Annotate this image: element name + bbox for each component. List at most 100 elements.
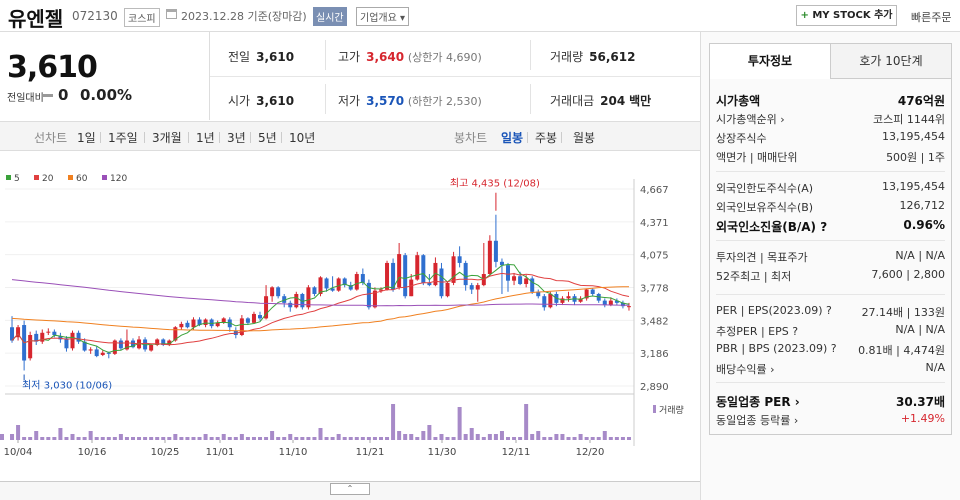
chart-bottom-bar: ⌃ (0, 481, 700, 500)
period-1y[interactable]: 1년 (196, 131, 215, 145)
volume-bar (409, 434, 414, 440)
volume-bar (258, 437, 263, 440)
candle-body (197, 319, 202, 326)
collapse-handle[interactable]: ⌃ (330, 483, 370, 495)
company-overview-dropdown[interactable]: 기업개요 ▾ (356, 7, 409, 26)
volume-bar (566, 437, 571, 440)
candle-body (46, 331, 51, 333)
candle-body (378, 289, 383, 291)
candle-body (348, 285, 353, 290)
quick-order-link[interactable]: 빠른주문 (911, 11, 952, 24)
candle-weekly[interactable]: 주봉 (535, 131, 558, 145)
volume-bar (88, 431, 93, 440)
candle-body (203, 319, 208, 326)
panel-tabs: 투자정보 호가 10단계 (710, 44, 951, 79)
volume-bar (58, 428, 63, 440)
x-tick-label: 11/10 (279, 447, 308, 458)
info-row-label: 동일업종 등락률 › (716, 414, 799, 427)
volume-bar (233, 437, 238, 440)
volume-bar (590, 437, 595, 440)
tab-orderbook[interactable]: 호가 10단계 (830, 44, 951, 79)
candle-body (415, 255, 420, 280)
info-row-value: 13,195,454 (882, 130, 945, 143)
candle-daily[interactable]: 일봉 (501, 131, 524, 145)
price-chart[interactable]: 5 20 60 120 4,667 4,371 4,075 3,778 3,482 3,186 2,… (0, 151, 700, 481)
candle-body (94, 349, 99, 357)
volume-bar (445, 437, 450, 440)
candle-chart-label: 봉차트 (454, 131, 488, 145)
volume-legend-swatch (653, 405, 656, 413)
candle-body (34, 333, 39, 342)
max-price-label: 최고 4,435 (12/08) (450, 178, 540, 190)
candle-body (82, 341, 87, 351)
volume-bar (185, 437, 190, 440)
period-3m[interactable]: 3개월 (152, 131, 182, 145)
info-row-label: 투자의견 | 목표주가 (716, 251, 808, 264)
volume-bar (34, 431, 39, 440)
period-1w[interactable]: 1주일 (108, 131, 138, 145)
volume-bar (52, 437, 57, 440)
info-row-label: PER | EPS(2023.09) ? (716, 304, 832, 317)
change-percent: 0.00% (80, 86, 133, 104)
info-row: PER | EPS(2023.09) ? 27.14배 | 133원 (716, 302, 945, 320)
volume-bar (191, 437, 196, 440)
candle-body (185, 322, 190, 328)
candle-body (530, 278, 535, 292)
volume-bar (106, 437, 111, 440)
tab-investment-info[interactable]: 투자정보 (710, 44, 830, 79)
volume-bar (221, 434, 226, 440)
period-5y[interactable]: 5년 (258, 131, 277, 145)
stat-prev: 전일 3,610 (228, 50, 295, 64)
change-value: 0 (58, 86, 69, 104)
period-3y[interactable]: 3년 (227, 131, 246, 145)
candle-monthly[interactable]: 월봉 (573, 131, 596, 145)
market-badge: 코스피 (124, 8, 160, 27)
candle-body (276, 287, 281, 297)
volume-bar (288, 434, 293, 440)
candle-body (106, 352, 111, 354)
candle-body (590, 289, 595, 294)
candle-body (155, 339, 160, 345)
period-10y[interactable]: 10년 (289, 131, 316, 145)
realtime-button[interactable]: 실시간 (313, 7, 347, 26)
candle-body (457, 256, 462, 263)
volume-bar (348, 437, 353, 440)
volume-bar (548, 437, 553, 440)
info-row-value: 코스피 1144위 (873, 113, 945, 126)
volume-bar (282, 437, 287, 440)
volume-bar (481, 437, 486, 440)
volume-bar (112, 437, 117, 440)
period-1d[interactable]: 1일 (77, 131, 96, 145)
add-mystock-button[interactable]: + MY STOCK 추가 (796, 5, 897, 26)
x-tick-label: 10/04 (4, 447, 33, 458)
candle-body (288, 302, 293, 308)
volume-bar (626, 437, 631, 440)
y-tick-label: 2,890 (640, 382, 669, 393)
candle-body (354, 274, 359, 290)
volume-bar (427, 425, 432, 440)
volume-bar (560, 434, 565, 440)
volume-bar (506, 437, 511, 440)
volume-bar (475, 434, 480, 440)
volume-bar (578, 434, 583, 440)
volume-bar (197, 437, 202, 440)
y-tick-label: 3,482 (640, 316, 669, 327)
info-row-label: 상장주식수 (716, 132, 767, 145)
volume-bar (330, 437, 335, 440)
info-row-value: 0.81배 | 4,474원 (858, 344, 945, 357)
info-row-value: 126,712 (899, 199, 946, 212)
info-row-value: 30.37배 (896, 395, 945, 409)
volume-bar (512, 437, 517, 440)
x-tick-label: 10/25 (151, 447, 180, 458)
volume-bar (76, 437, 81, 440)
candle-body (112, 340, 117, 354)
volume-bar (366, 437, 371, 440)
candle-body (372, 290, 377, 308)
volume-bar (572, 437, 577, 440)
price-box: 3,610 전일대비 0 0.00% (0, 32, 210, 120)
info-row-value: N/A | N/A (895, 249, 945, 262)
candle-body (421, 255, 426, 283)
stats-grid: 전일 3,610 고가 3,640 (상한가 4,690) 거래량 56,612 시가… (210, 32, 700, 120)
candle-body (385, 262, 390, 290)
candle-body (258, 315, 263, 319)
